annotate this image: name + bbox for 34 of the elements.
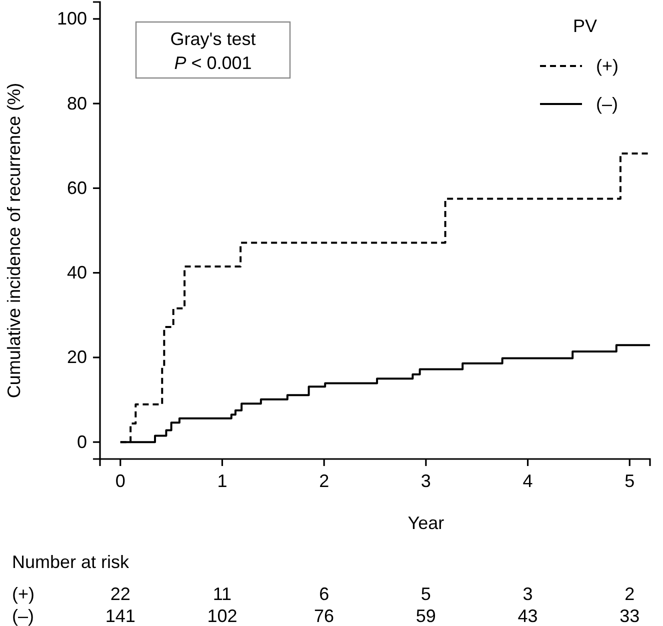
text: 59 — [416, 606, 436, 626]
x-tick-label: 3 — [420, 470, 431, 491]
legend-title: PV — [572, 16, 598, 36]
y-axis-title: Cumulative incidence of recurrence (%) — [4, 82, 24, 398]
legend-label: (+) — [596, 56, 618, 76]
annotation: P < 0.001 — [174, 53, 252, 73]
x-tick-label: 1 — [217, 470, 228, 491]
text: Number at risk — [12, 552, 130, 572]
text: 3 — [522, 584, 533, 604]
text: (–) — [12, 606, 34, 626]
y-tick-label: 20 — [66, 347, 87, 368]
annotation: Gray's test — [170, 29, 256, 49]
y-tick-label: 40 — [66, 262, 87, 283]
text: 102 — [207, 606, 238, 626]
text: 22 — [110, 584, 130, 604]
text: 141 — [105, 606, 136, 626]
x-tick-label: 0 — [115, 470, 126, 491]
text: 2 — [624, 584, 635, 604]
x-tick-label: 5 — [624, 470, 635, 491]
x-axis-title: Year — [408, 513, 444, 533]
text: 11 — [212, 584, 232, 604]
x-tick-label: 4 — [522, 470, 533, 491]
text: 76 — [314, 606, 334, 626]
y-tick-label: 0 — [76, 432, 87, 452]
y-tick-label: 60 — [66, 178, 87, 198]
legend-label: (–) — [596, 94, 618, 114]
text: 6 — [319, 584, 330, 604]
text: 43 — [518, 606, 538, 626]
text: 33 — [620, 606, 640, 626]
x-tick-label: 2 — [319, 470, 330, 491]
y-tick-label: 80 — [66, 93, 87, 114]
y-tick-label: 100 — [56, 8, 87, 29]
text: (+) — [12, 584, 34, 604]
text: 5 — [420, 584, 431, 604]
